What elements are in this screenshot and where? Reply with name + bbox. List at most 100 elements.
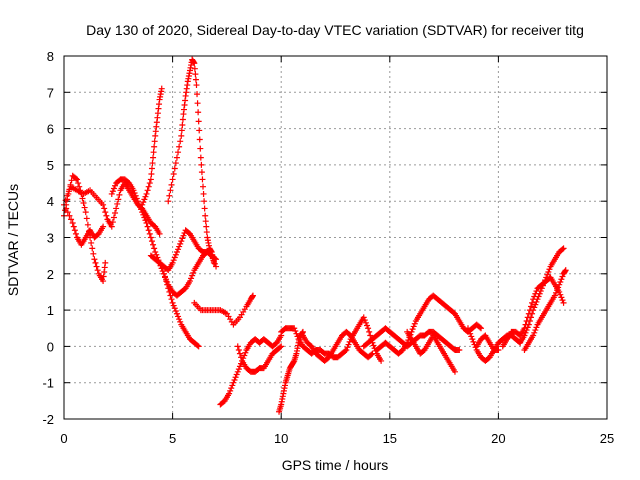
data-point xyxy=(194,100,201,107)
data-point xyxy=(554,287,561,294)
data-point xyxy=(190,269,197,276)
y-tick-label: 7 xyxy=(47,85,54,100)
data-point xyxy=(541,279,548,286)
data-point xyxy=(151,143,158,150)
data-point xyxy=(148,165,155,172)
data-point xyxy=(456,347,463,354)
data-point xyxy=(344,344,351,351)
data-point xyxy=(169,299,176,306)
data-point xyxy=(523,327,530,334)
data-point xyxy=(198,161,205,168)
data-point xyxy=(560,245,567,252)
data-point xyxy=(150,149,157,156)
data-point xyxy=(177,138,184,145)
data-point xyxy=(535,293,542,300)
data-point xyxy=(234,343,241,350)
data-point xyxy=(176,243,183,250)
data-point xyxy=(88,239,95,246)
data-point xyxy=(537,288,544,295)
data-point xyxy=(93,263,100,270)
data-point xyxy=(173,154,180,161)
data-point xyxy=(468,333,475,340)
y-tick-label: -1 xyxy=(42,376,54,391)
data-point xyxy=(531,304,538,311)
data-point xyxy=(147,176,154,183)
data-point xyxy=(543,274,550,281)
data-point xyxy=(227,387,234,394)
data-point xyxy=(552,289,559,296)
data-point xyxy=(108,190,115,197)
data-point xyxy=(542,277,549,284)
data-point xyxy=(342,347,349,354)
data-point xyxy=(558,276,565,283)
data-point xyxy=(109,219,116,226)
chart-title: Day 130 of 2020, Sidereal Day-to-day VTE… xyxy=(86,22,584,38)
data-point xyxy=(195,343,202,350)
data-point xyxy=(175,246,182,253)
data-point xyxy=(132,192,139,199)
data-point xyxy=(113,205,120,212)
data-point xyxy=(172,251,179,258)
data-point xyxy=(534,296,541,303)
data-point xyxy=(200,183,207,190)
data-point xyxy=(178,127,185,134)
data-point xyxy=(211,260,218,267)
x-tick-label: 10 xyxy=(274,431,288,446)
plot-frame xyxy=(63,55,608,420)
data-point xyxy=(169,176,176,183)
data-point xyxy=(201,198,208,205)
data-point xyxy=(476,324,483,331)
data-point xyxy=(130,187,137,194)
data-point xyxy=(138,206,145,213)
data-point xyxy=(145,183,152,190)
data-point xyxy=(156,230,163,237)
data-point xyxy=(410,323,417,330)
data-point xyxy=(171,305,178,312)
data-point xyxy=(464,325,471,332)
data-point xyxy=(186,278,193,285)
x-axis-label: GPS time / hours xyxy=(282,457,389,473)
y-tick-label: 4 xyxy=(47,194,54,209)
data-point xyxy=(291,325,298,332)
data-point xyxy=(226,390,233,397)
data-point xyxy=(527,314,534,321)
data-point xyxy=(109,188,116,195)
data-point xyxy=(229,382,236,389)
data-point xyxy=(529,310,536,317)
data-point xyxy=(470,338,477,345)
data-point xyxy=(294,333,301,340)
data-point xyxy=(213,263,220,270)
data-point xyxy=(292,327,299,334)
data-point xyxy=(545,268,552,275)
data-point xyxy=(177,318,184,325)
data-point xyxy=(158,85,165,92)
data-point xyxy=(173,310,180,317)
data-point xyxy=(345,341,352,348)
data-point xyxy=(161,274,168,281)
data-point xyxy=(158,265,165,272)
data-point xyxy=(557,291,564,298)
data-point xyxy=(466,327,473,334)
data-point xyxy=(197,145,204,152)
y-tick-label: 0 xyxy=(47,339,54,354)
data-point xyxy=(527,303,534,310)
data-point xyxy=(160,270,167,277)
data-point xyxy=(170,170,177,177)
data-point xyxy=(165,198,172,205)
data-point xyxy=(194,342,201,349)
data-point xyxy=(92,259,99,266)
data-point xyxy=(168,296,175,303)
data-point xyxy=(171,165,178,172)
data-point xyxy=(172,160,179,167)
y-tick-label: -2 xyxy=(42,412,54,427)
data-point xyxy=(199,176,206,183)
data-point xyxy=(141,196,148,203)
data-point xyxy=(231,376,238,383)
data-point xyxy=(362,319,369,326)
data-point xyxy=(525,321,532,328)
data-point xyxy=(235,347,242,354)
data-point xyxy=(165,285,172,292)
data-point xyxy=(163,278,170,285)
data-point xyxy=(195,109,202,116)
data-point xyxy=(173,249,180,256)
